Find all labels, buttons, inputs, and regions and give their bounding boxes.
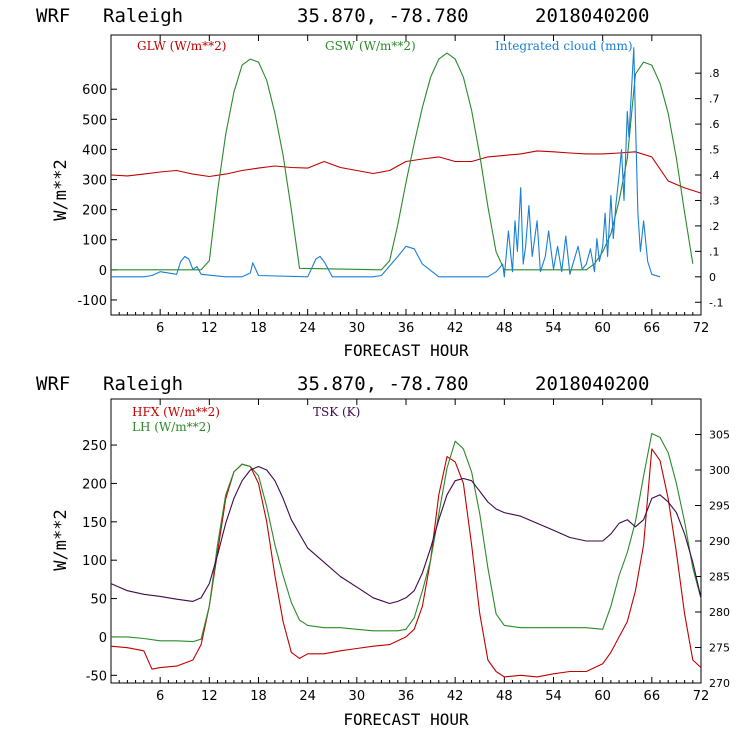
chart-bottom: WRF Raleigh 35.870, -78.780 2018040200 H… [36, 373, 730, 729]
y-tick-label: 600 [82, 83, 107, 98]
series-line-gsw [111, 52, 694, 271]
y-tick-label: 100 [82, 554, 107, 569]
x-tick-label: 36 [398, 321, 415, 336]
y-tick-label: 250 [82, 439, 107, 454]
header-model: WRF [36, 373, 70, 395]
x-tick-label: 66 [644, 321, 661, 336]
plot-area-bottom: 6 12 18 24 30 36 42 48 54 60 66 72 -50 0 50 100 150 200 25… [82, 398, 730, 704]
y2-tick-label: .3 [709, 194, 720, 207]
x-tick-label: 36 [398, 689, 415, 704]
y2-tick-label: 0 [709, 271, 716, 284]
x-axis-label: FORECAST HOUR [343, 710, 469, 729]
series-line-hfx [110, 448, 702, 678]
y2-tick-label: -.1 [709, 296, 723, 309]
series-line-lh [111, 432, 702, 643]
y-tick-label: 100 [82, 234, 107, 249]
y2-tick-label: 305 [709, 429, 730, 442]
x-tick-label: 54 [545, 689, 562, 704]
y2-tick-label: 285 [709, 571, 730, 584]
legend-glw: GLW (W/m**2) [137, 39, 226, 53]
x-tick-label: 30 [349, 321, 366, 336]
x-tick-label: 18 [250, 689, 267, 704]
x-tick-label: 42 [447, 689, 464, 704]
chart-top: WRF Raleigh 35.870, -78.780 2018040200 G… [36, 5, 723, 360]
y2-tick-label: .1 [709, 245, 720, 258]
y2-tick-label: .7 [709, 93, 720, 106]
x-tick-label: 24 [299, 321, 316, 336]
x-tick-label: 42 [447, 321, 464, 336]
legend-tsk: TSK (K) [313, 405, 360, 419]
plot-area-top: 6 12 18 24 30 36 42 48 54 60 66 72 -100 0 100 200 300 400… [77, 34, 723, 336]
x-tick-label: 54 [545, 321, 562, 336]
y2-tick-label: .2 [709, 220, 720, 233]
header-model: WRF [36, 5, 70, 27]
plot-frame [110, 398, 702, 684]
legend-hfx: HFX (W/m**2) [132, 405, 220, 419]
y2-tick-label: 280 [709, 606, 730, 619]
header-location: Raleigh [103, 373, 183, 395]
x-tick-label: 72 [693, 689, 710, 704]
x-tick-label: 48 [496, 689, 513, 704]
header-coords: 35.870, -78.780 [297, 5, 469, 27]
x-tick-label: 24 [299, 689, 316, 704]
y2-tick-label: 290 [709, 535, 730, 548]
x-tick-label: 6 [156, 321, 164, 336]
x-tick-label: 66 [644, 689, 661, 704]
y-tick-label: 0 [99, 631, 107, 646]
y-tick-label: 500 [82, 113, 107, 128]
y-tick-label: 200 [82, 477, 107, 492]
y2-tick-label: .4 [709, 169, 720, 182]
header-init: 2018040200 [535, 5, 649, 27]
y-tick-label: 300 [82, 174, 107, 189]
header-init: 2018040200 [535, 373, 649, 395]
legend-lh: LH (W/m**2) [132, 420, 211, 434]
x-tick-label: 60 [594, 689, 611, 704]
x-axis-label: FORECAST HOUR [343, 341, 469, 360]
y2-tick-label: 300 [709, 464, 730, 477]
y-tick-label: 0 [99, 264, 107, 279]
y-tick-label: 50 [90, 593, 107, 608]
y-tick-label: 200 [82, 204, 107, 219]
legend-gsw: GSW (W/m**2) [325, 39, 416, 53]
series-line-tsk [110, 465, 702, 605]
x-tick-label: 18 [250, 321, 267, 336]
x-tick-label: 12 [201, 321, 218, 336]
x-tick-label: 48 [496, 321, 513, 336]
x-tick-label: 72 [693, 321, 710, 336]
series-line-glw [110, 150, 702, 194]
y-tick-label: 400 [82, 143, 107, 158]
y-tick-label: -50 [86, 669, 107, 684]
y2-tick-label: .8 [709, 67, 720, 80]
y2-tick-label: 270 [709, 677, 730, 690]
x-tick-label: 6 [156, 689, 164, 704]
y2-tick-label: .5 [709, 144, 720, 157]
header-location: Raleigh [103, 5, 183, 27]
y-tick-label: -100 [77, 294, 107, 309]
x-tick-label: 60 [594, 321, 611, 336]
y-axis-label: W/m**2 [51, 509, 71, 570]
header-coords: 35.870, -78.780 [297, 373, 469, 395]
x-tick-label: 12 [201, 689, 218, 704]
y-tick-label: 150 [82, 516, 107, 531]
series-line-integrated [111, 47, 661, 278]
y2-tick-label: 275 [709, 642, 730, 655]
legend-cloud: Integrated cloud (mm) [495, 39, 633, 53]
y2-tick-label: 295 [709, 500, 730, 513]
x-tick-label: 30 [349, 689, 366, 704]
y2-tick-label: .6 [709, 118, 720, 131]
y-axis-label: W/m**2 [51, 159, 71, 220]
